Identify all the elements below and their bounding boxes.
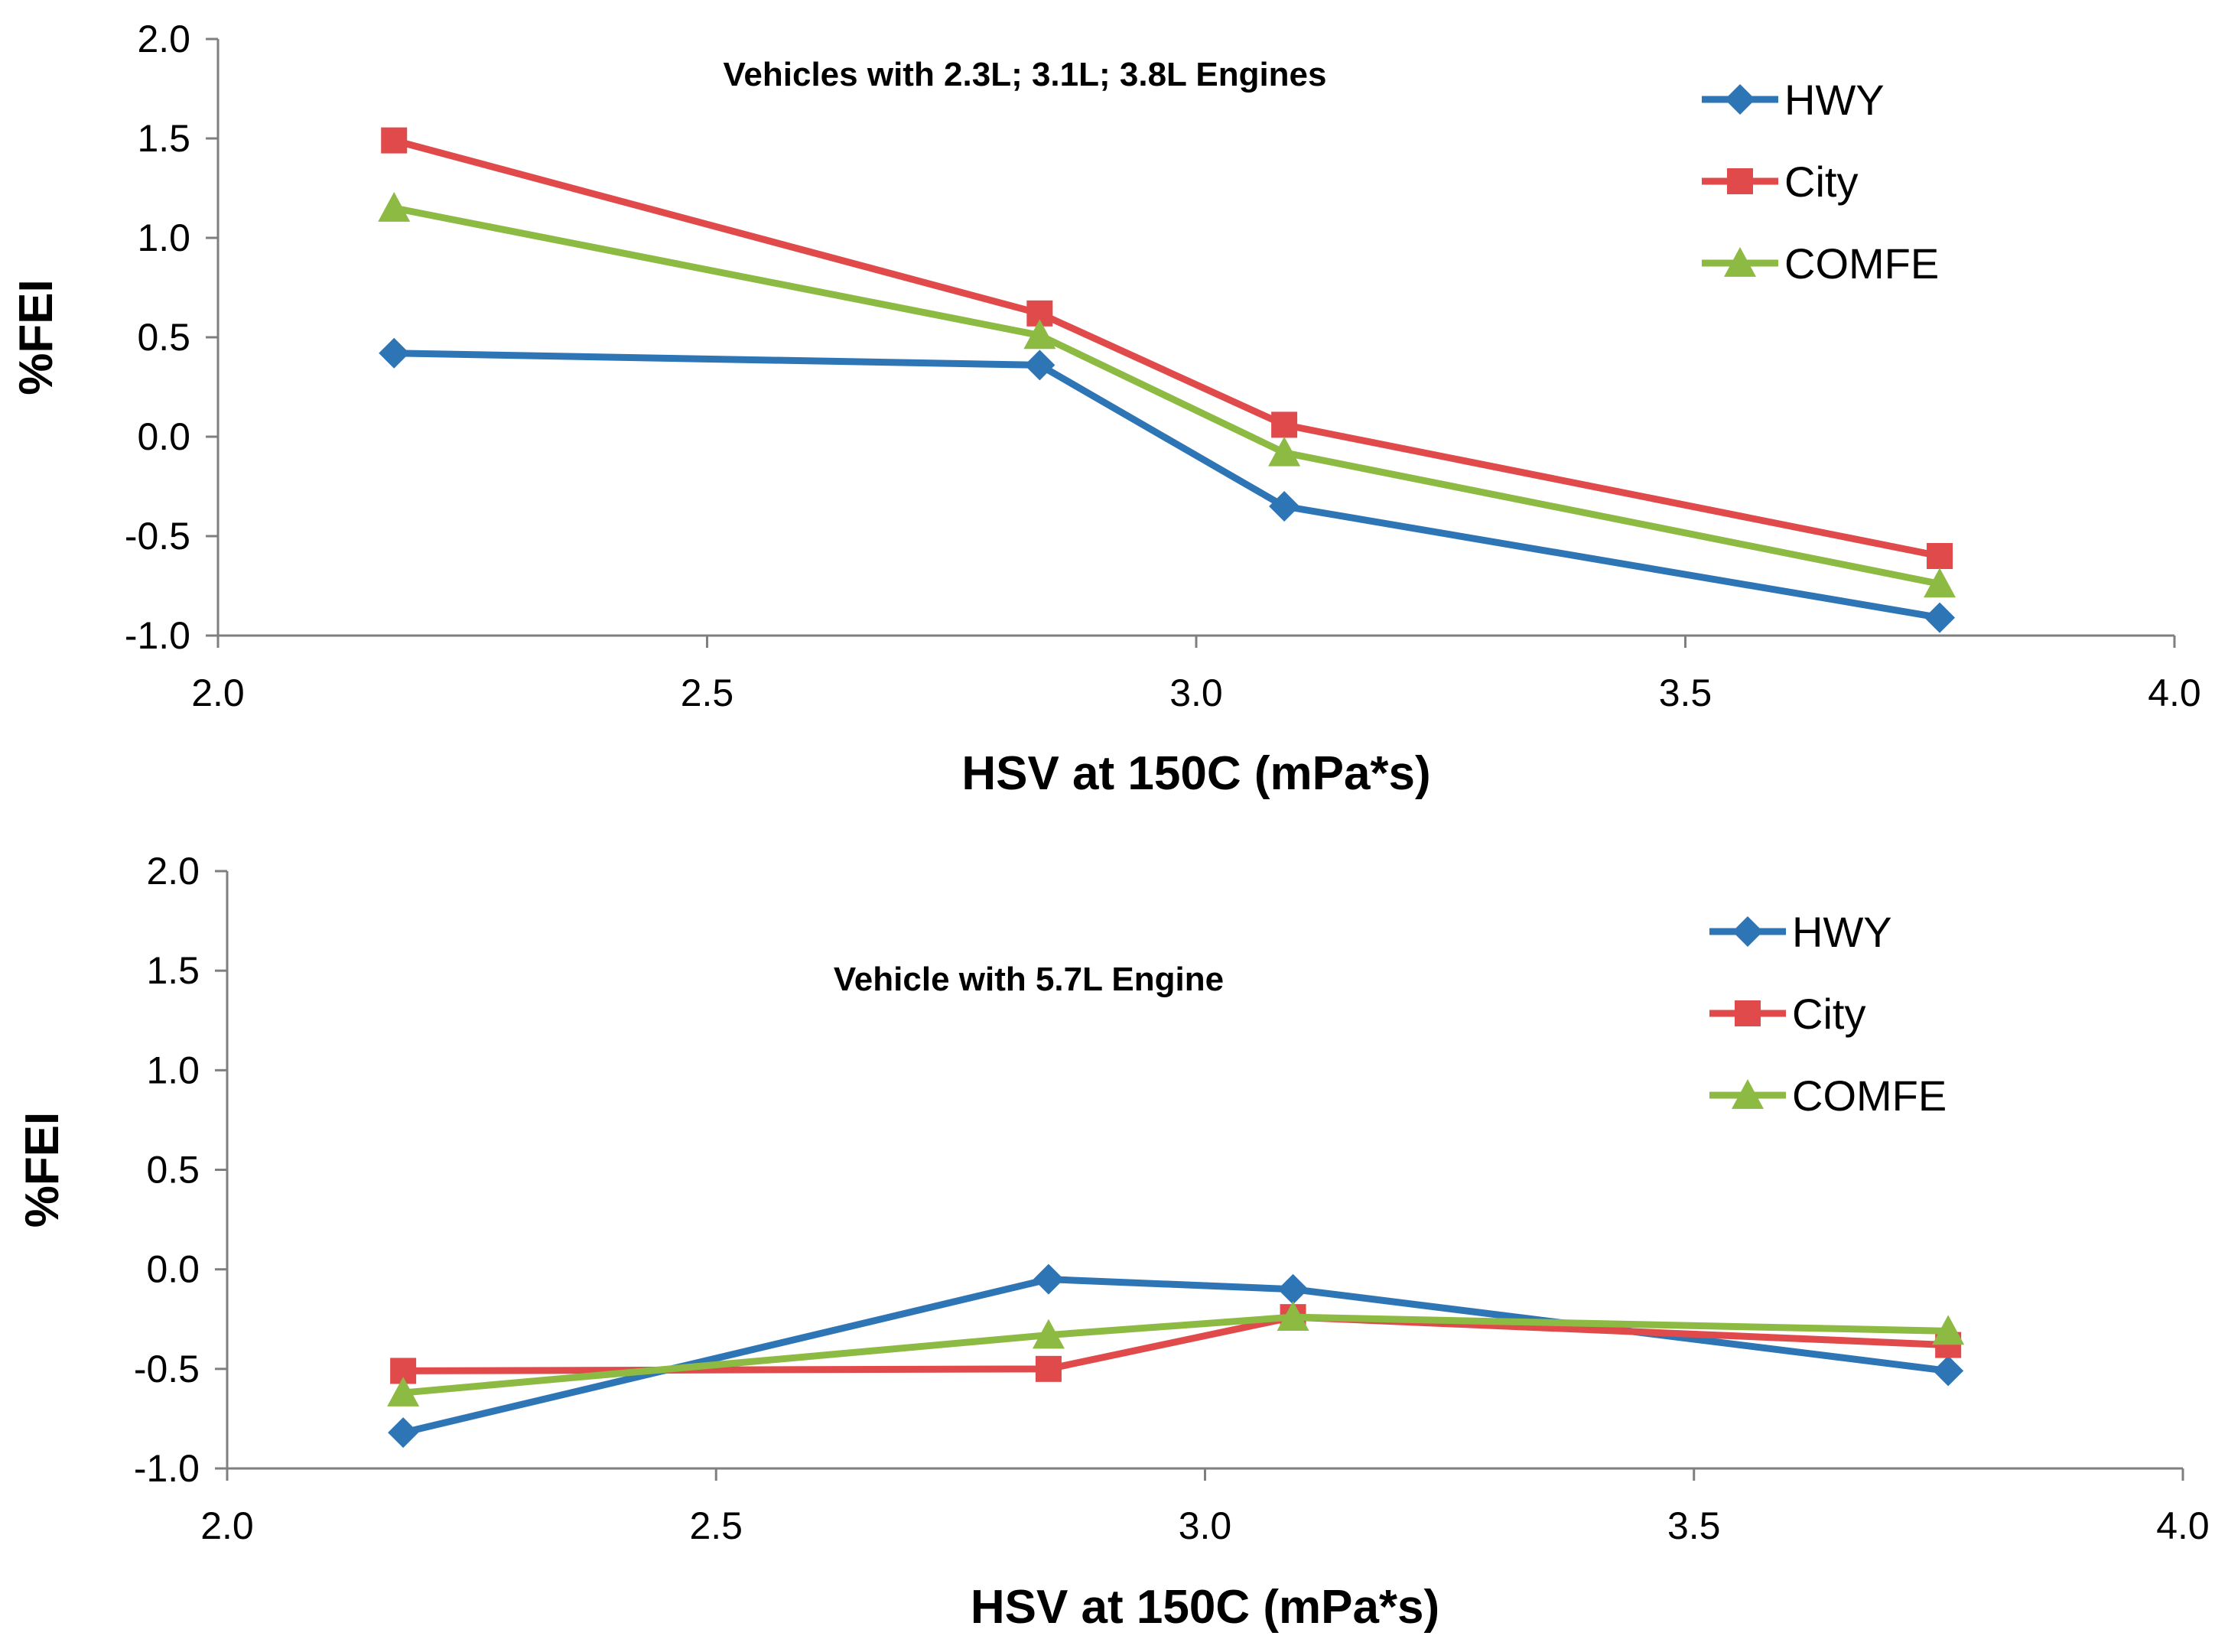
data-point-hwy	[379, 337, 410, 369]
series-line-comfe	[390, 204, 1943, 587]
data-point-city	[1927, 543, 1953, 569]
data-point-city	[1035, 1355, 1062, 1382]
legend-label: COMFE	[1792, 1072, 1947, 1120]
x-tick-label: 2.5	[681, 672, 734, 714]
data-point-hwy	[1933, 1355, 1964, 1387]
y-tick-label: 0.0	[146, 1248, 200, 1291]
series-line-city	[399, 1313, 1952, 1374]
y-tick-label: -1.0	[134, 1447, 200, 1490]
chart-annotation: Vehicle with 5.7L Engine	[834, 961, 1224, 998]
data-point-comfe	[1932, 1315, 1965, 1345]
y-tick-label: 0.0	[137, 415, 190, 458]
chart-panel-2: -1.0 -0.5 0.0 0.5 1.0 1.5 2.0 2.0 2.5 3.0 3.5 4.0 HS…	[16, 850, 2210, 1634]
y-tick-label: 1.0	[137, 216, 190, 259]
legend-marker-city	[1735, 1000, 1761, 1026]
data-point-hwy	[1277, 1273, 1309, 1305]
series-hwy	[379, 337, 1956, 633]
data-point-city	[381, 127, 408, 154]
data-point-comfe	[1032, 1319, 1065, 1349]
data-point-comfe	[1924, 567, 1956, 598]
data-point-hwy	[1033, 1263, 1064, 1295]
data-point-comfe	[1268, 436, 1301, 467]
legend-label: City	[1784, 158, 1858, 206]
series-city	[381, 127, 1953, 569]
y-tick-label: 0.5	[137, 316, 190, 359]
y-axis-title: %FEI	[16, 1112, 69, 1228]
x-axis-title: HSV at 150C (mPa*s)	[961, 747, 1430, 800]
legend-marker-hwy	[1725, 84, 1755, 115]
x-tick-label: 2.0	[191, 672, 245, 714]
y-tick-label: 2.0	[146, 850, 200, 893]
data-point-hwy	[388, 1417, 419, 1449]
series-hwy	[388, 1263, 1964, 1449]
chart-panel-1: -1.0 -0.5 0.0 0.5 1.0 1.5 2.0 2.0 2.5 3.0 3.5 4.0 HS…	[10, 18, 2201, 800]
legend: HWY City COMFE	[1709, 908, 1947, 1120]
x-tick-label: 4.0	[2156, 1504, 2210, 1547]
legend: HWY City COMFE	[1702, 76, 1939, 288]
y-tick-label: 1.0	[146, 1049, 200, 1091]
legend-label: HWY	[1792, 908, 1892, 956]
series-line-city	[390, 137, 1943, 560]
data-point-comfe	[378, 192, 411, 222]
data-point-comfe	[387, 1377, 420, 1406]
y-tick-label: 1.5	[137, 117, 190, 160]
legend-marker-hwy	[1732, 916, 1763, 947]
chart-annotation: Vehicles with 2.3L; 3.1L; 3.8L Engines	[723, 56, 1326, 93]
legend-marker-comfe	[1724, 247, 1756, 277]
series-comfe	[378, 192, 1956, 598]
x-tick-label: 3.5	[1659, 672, 1712, 714]
legend-label: City	[1792, 990, 1865, 1038]
series-line-comfe	[399, 1313, 1952, 1397]
data-point-city	[1271, 411, 1298, 438]
x-tick-label: 2.0	[200, 1504, 254, 1547]
x-tick-label: 4.0	[2148, 672, 2201, 714]
y-tick-label: 2.0	[137, 18, 190, 60]
x-axis-title: HSV at 150C (mPa*s)	[971, 1581, 1439, 1634]
x-tick-label: 2.5	[689, 1504, 743, 1547]
series-comfe	[387, 1301, 1965, 1406]
data-point-hwy	[1924, 602, 1956, 633]
x-tick-label: 3.5	[1667, 1504, 1721, 1547]
series-line-hwy	[390, 350, 1943, 622]
y-tick-label: 1.5	[146, 949, 200, 992]
x-tick-label: 3.0	[1179, 1504, 1232, 1547]
x-tick-label: 3.0	[1169, 672, 1223, 714]
series-line-hwy	[399, 1276, 1952, 1436]
y-tick-label: -1.0	[125, 614, 190, 657]
data-point-comfe	[1023, 319, 1056, 350]
y-axis-title: %FEI	[10, 279, 63, 395]
data-point-comfe	[1277, 1301, 1309, 1331]
y-tick-label: -0.5	[125, 515, 190, 558]
legend-marker-city	[1727, 168, 1753, 194]
data-point-hwy	[1269, 491, 1300, 522]
y-tick-label: -0.5	[134, 1348, 200, 1390]
legend-label: HWY	[1784, 76, 1885, 124]
y-tick-label: 0.5	[146, 1149, 200, 1192]
data-point-hwy	[1024, 350, 1055, 381]
legend-label: COMFE	[1784, 239, 1939, 288]
legend-marker-comfe	[1732, 1079, 1764, 1109]
